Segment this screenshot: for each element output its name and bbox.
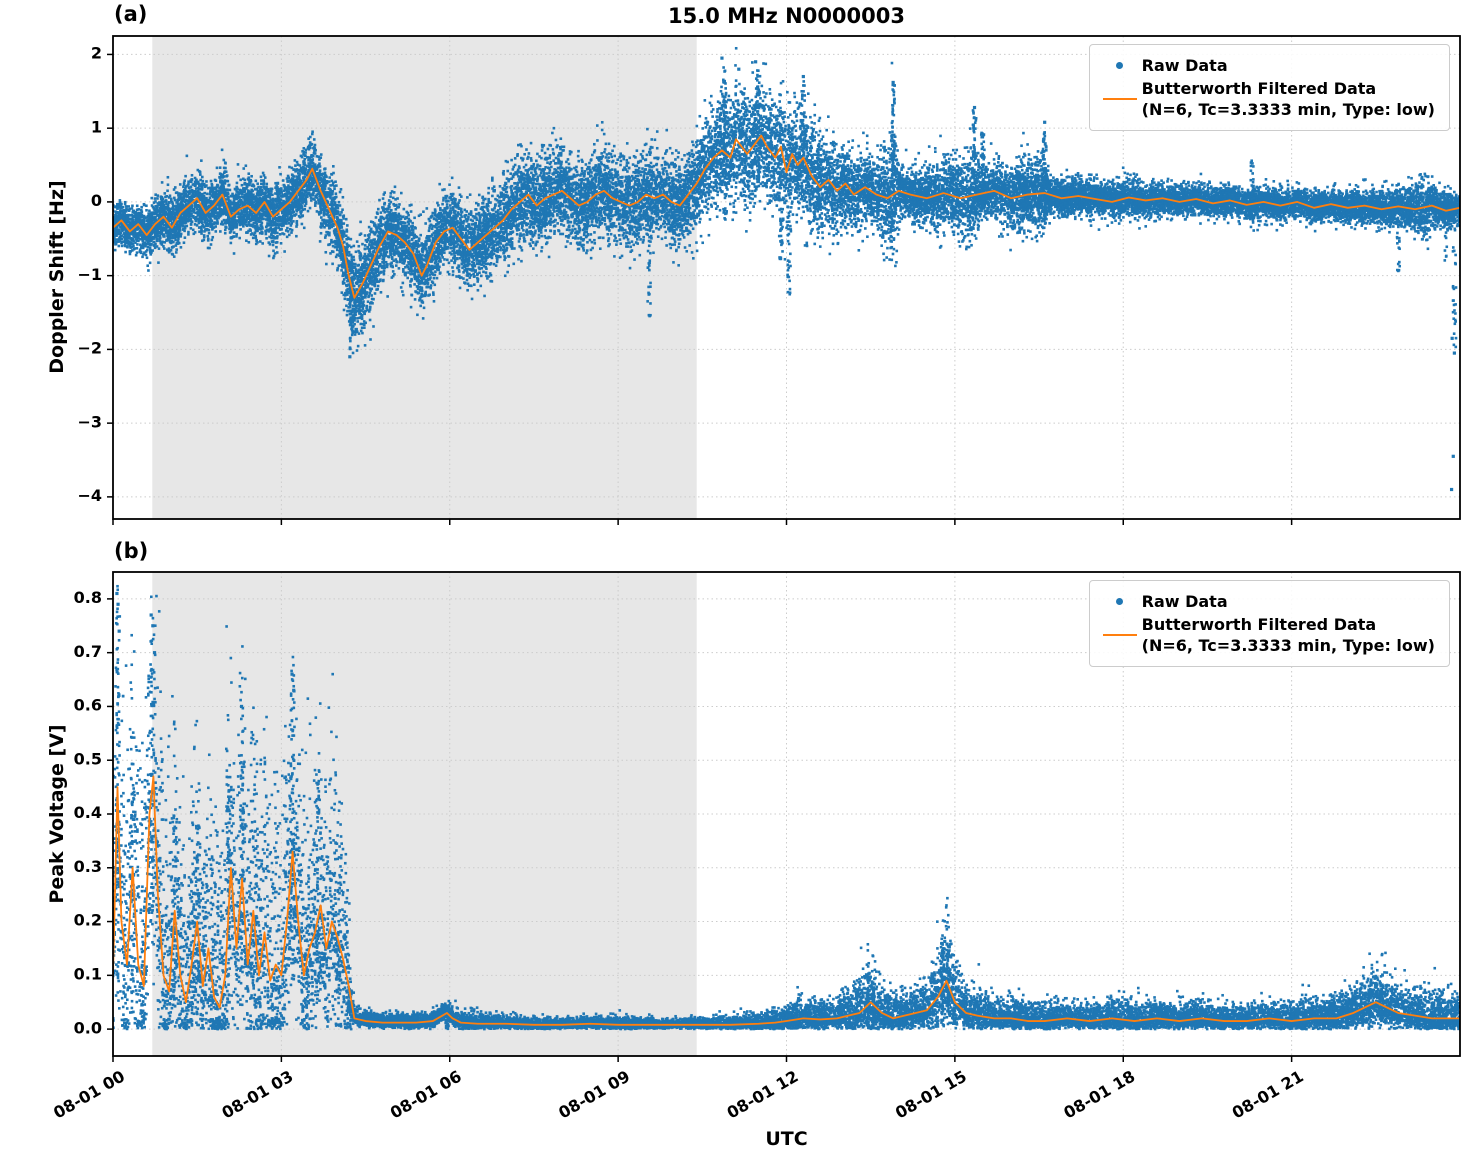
legend-row-raw: Raw Data <box>1098 591 1435 612</box>
legend-panel-a: Raw Data Butterworth Filtered Data (N=6,… <box>1088 44 1450 132</box>
x-axis-label: UTC <box>765 1128 808 1150</box>
filtered-line-marker <box>1102 98 1137 101</box>
legend-panel-b: Raw Data Butterworth Filtered Data (N=6,… <box>1088 580 1450 668</box>
legend-row-filtered: Butterworth Filtered Data (N=6, Tc=3.333… <box>1098 614 1435 656</box>
legend-raw-label: Raw Data <box>1141 592 1228 611</box>
legend-filtered-label: Butterworth Filtered Data <box>1141 79 1377 99</box>
raw-data-marker <box>1116 598 1124 606</box>
figure-title: 15.0 MHz N0000003 <box>668 4 905 28</box>
legend-filtered-sublabel: (N=6, Tc=3.3333 min, Type: low) <box>1141 636 1435 656</box>
legend-row-filtered: Butterworth Filtered Data (N=6, Tc=3.333… <box>1098 78 1435 120</box>
y-axis-label-doppler: Doppler Shift [Hz] <box>46 180 68 374</box>
legend-row-raw: Raw Data <box>1098 55 1435 76</box>
filtered-line-marker <box>1102 634 1137 637</box>
legend-filtered-sublabel: (N=6, Tc=3.3333 min, Type: low) <box>1141 100 1435 120</box>
raw-data-marker <box>1116 62 1124 70</box>
y-axis-label-voltage: Peak Voltage [V] <box>46 724 68 904</box>
panel-a-label: (a) <box>114 2 148 26</box>
legend-raw-label: Raw Data <box>1141 56 1228 75</box>
legend-filtered-label: Butterworth Filtered Data <box>1141 615 1377 635</box>
panel-b-label: (b) <box>114 539 149 563</box>
